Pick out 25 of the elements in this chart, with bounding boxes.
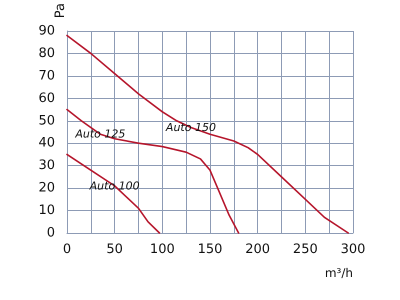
y-tick-label: 20 bbox=[38, 180, 55, 196]
x-tick-label: 250 bbox=[292, 242, 318, 257]
x-tick-label: 50 bbox=[106, 242, 123, 257]
series-label: Auto 100 bbox=[88, 179, 140, 192]
y-tick-label: 80 bbox=[38, 46, 55, 61]
y-tick-label: 10 bbox=[38, 203, 55, 218]
line-series bbox=[66, 154, 160, 234]
line-series bbox=[66, 34, 350, 234]
y-tick-label: 30 bbox=[38, 158, 55, 174]
x-axis-title: m³/h bbox=[324, 266, 353, 280]
x-tick-label: 300 bbox=[340, 242, 366, 257]
y-tick-label: 40 bbox=[38, 136, 55, 151]
y-tick-label: 50 bbox=[38, 113, 55, 128]
x-tick-label: 0 bbox=[62, 242, 72, 257]
y-tick-label: 70 bbox=[38, 68, 55, 84]
series-label: Auto 125 bbox=[74, 128, 126, 141]
y-tick-label: 60 bbox=[38, 90, 55, 106]
line-series bbox=[66, 108, 240, 234]
y-axis-title: Pa bbox=[53, 3, 68, 18]
x-tick-label: 150 bbox=[198, 242, 222, 257]
x-tick-label: 200 bbox=[245, 242, 270, 257]
series-label: Auto 150 bbox=[164, 121, 216, 134]
y-tick-label: 90 bbox=[38, 24, 55, 38]
x-tick-label: 100 bbox=[150, 242, 175, 257]
y-tick-label: 0 bbox=[46, 226, 55, 240]
